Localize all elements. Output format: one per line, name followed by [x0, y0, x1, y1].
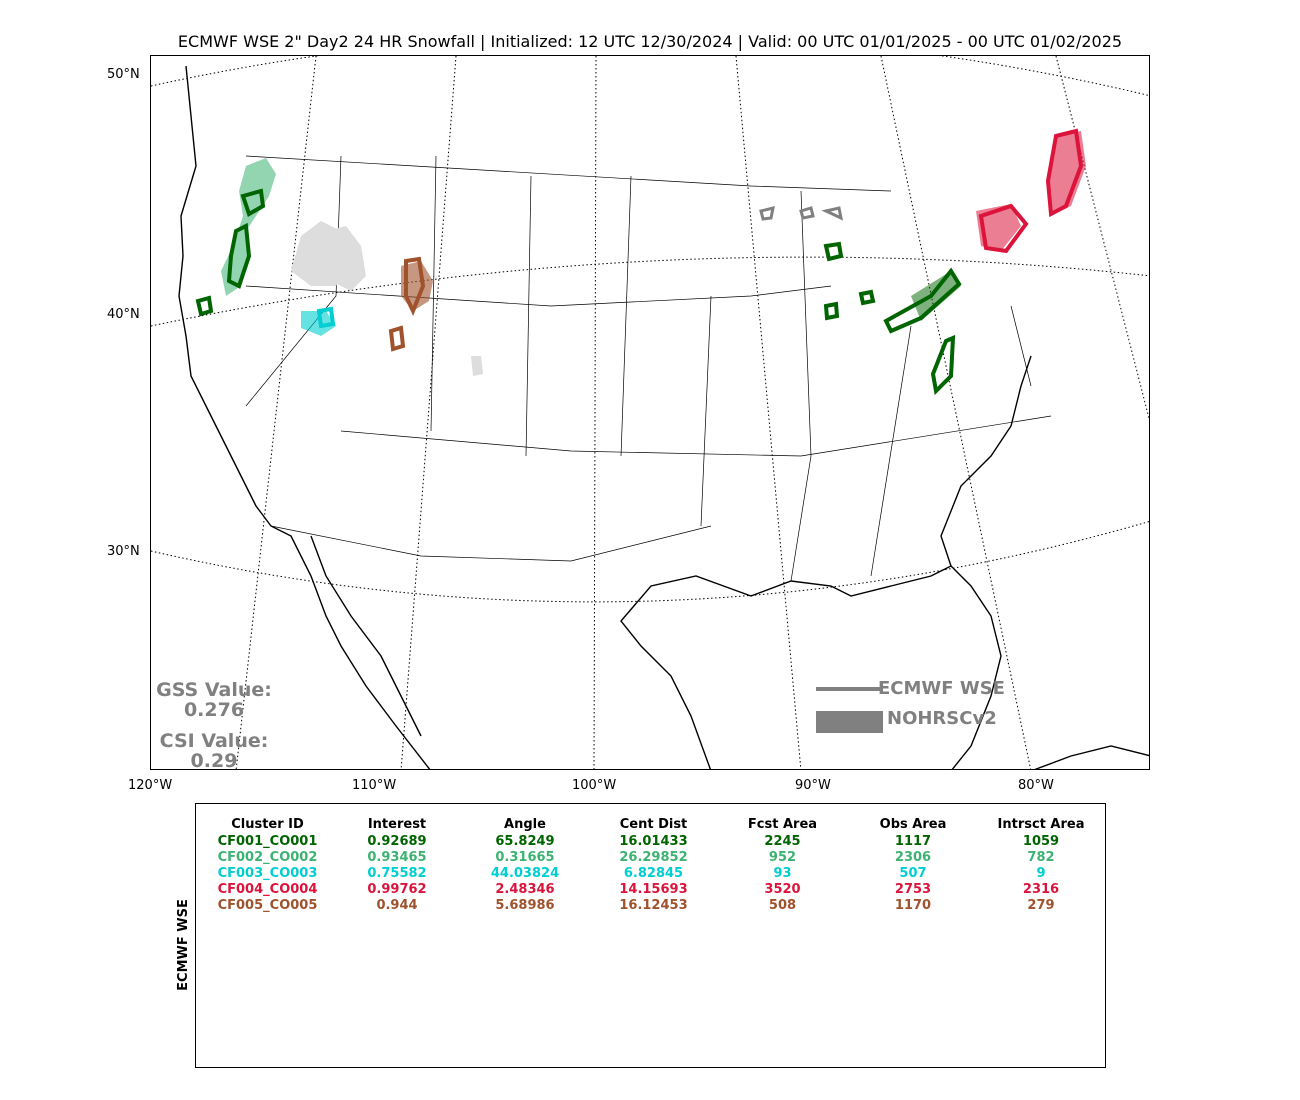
header-intrsct-area: Intrsct Area — [997, 816, 1085, 832]
table-cell: 16.01433 — [619, 833, 688, 849]
legend-fill-label: NOHRSCv2 — [887, 708, 997, 729]
lon-label-120: 120°W — [128, 778, 173, 793]
table-cell: 2306 — [894, 849, 932, 865]
map-panel — [150, 55, 1150, 770]
table-cell: 6.82845 — [623, 865, 684, 881]
header-angle: Angle — [504, 816, 546, 832]
table-cell: 0.944 — [376, 897, 418, 913]
table-cell: 26.29852 — [619, 849, 688, 865]
table-cell: 1117 — [894, 833, 932, 849]
table-cell: CF005_CO005 — [217, 897, 318, 913]
lon-label-90: 90°W — [795, 778, 831, 793]
state-borders — [245, 155, 1052, 582]
table-cell: 0.99762 — [367, 881, 427, 897]
table-cell: CF004_CO004 — [217, 881, 318, 897]
gss-value: 0.276 — [183, 699, 245, 721]
table-cell: 65.8249 — [495, 833, 555, 849]
header-obs-area: Obs Area — [879, 816, 947, 832]
stats-table: Cluster ID Interest Angle Cent Dist Fcst… — [200, 815, 1105, 913]
csi-label: CSI Value: — [159, 730, 269, 752]
table-cell: CF002_CO002 — [217, 849, 318, 865]
gss-score: GSS Value: 0.276 — [150, 680, 278, 720]
table-cell: CF001_CO001 — [217, 833, 318, 849]
table-cell: 0.93465 — [367, 849, 427, 865]
table-cell: 2316 — [1022, 881, 1060, 897]
lat-label-50: 50°N — [107, 67, 140, 82]
table-cell: 3520 — [764, 881, 801, 897]
lat-label-40: 40°N — [107, 307, 140, 322]
fcst-outlines-unmatched — [759, 205, 844, 221]
lon-label-80: 80°W — [1018, 778, 1054, 793]
coastlines — [178, 65, 1149, 769]
gss-label: GSS Value: — [156, 679, 272, 701]
table-cell: CF003_CO003 — [217, 865, 318, 881]
table-cell: 0.31665 — [495, 849, 555, 865]
fcst-outlines — [195, 128, 1084, 396]
table-cell: 9 — [1036, 865, 1046, 881]
header-cent-dist: Cent Dist — [619, 816, 688, 832]
lon-label-100: 100°W — [572, 778, 617, 793]
table-row: CF005_CO005 0.944 5.68986 16.12453 508 1170 27… — [200, 897, 1105, 913]
table-row: CF004_CO004 0.99762 2.48346 14.15693 3520 275… — [200, 881, 1105, 897]
table-cell: 952 — [768, 849, 797, 865]
lat-label-30: 30°N — [107, 544, 140, 559]
table-row: CF001_CO001 0.92689 65.8249 16.01433 2245 111… — [200, 833, 1105, 849]
table-cell: 508 — [768, 897, 797, 913]
table-cell: 5.68986 — [495, 897, 555, 913]
table-cell: 1059 — [1022, 833, 1060, 849]
lon-label-110: 110°W — [352, 778, 397, 793]
table-cell: 93 — [773, 865, 792, 881]
table-cell: 14.15693 — [619, 881, 688, 897]
map-title: ECMWF WSE 2" Day2 24 HR Snowfall | Initi… — [177, 32, 1123, 51]
graticule — [151, 56, 1149, 769]
table-row: CF002_CO002 0.93465 0.31665 26.29852 952 2306… — [200, 849, 1105, 865]
table-cell: 1170 — [894, 897, 932, 913]
table-cell: 279 — [1027, 897, 1055, 913]
table-cell: 782 — [1027, 849, 1055, 865]
unmatched-obs-areas — [291, 221, 483, 376]
legend-line-label: ECMWF WSE — [878, 678, 1005, 699]
table-cell: 0.92689 — [367, 833, 427, 849]
csi-score: CSI Value: 0.29 — [150, 731, 278, 771]
table-cell: 507 — [899, 865, 927, 881]
table-row: CF003_CO003 0.75582 44.03824 6.82845 93 507 9 — [200, 865, 1105, 881]
header-cluster-id: Cluster ID — [231, 816, 304, 832]
header-interest: Interest — [367, 816, 427, 832]
table-cell: 2753 — [894, 881, 932, 897]
table-cell: 2245 — [764, 833, 801, 849]
table-cell: 44.03824 — [490, 865, 560, 881]
table-cell: 0.75582 — [367, 865, 427, 881]
stats-side-label: ECMWF WSE — [176, 899, 191, 991]
legend-fill-swatch — [816, 711, 883, 733]
table-cell: 16.12453 — [619, 897, 688, 913]
table-header-row: Cluster ID Interest Angle Cent Dist Fcst… — [200, 815, 1105, 833]
csi-value: 0.29 — [190, 750, 238, 772]
stats-table-frame — [195, 803, 1106, 1068]
header-fcst-area: Fcst Area — [747, 816, 818, 832]
basemap-svg — [151, 56, 1149, 769]
table-cell: 2.48346 — [495, 881, 555, 897]
